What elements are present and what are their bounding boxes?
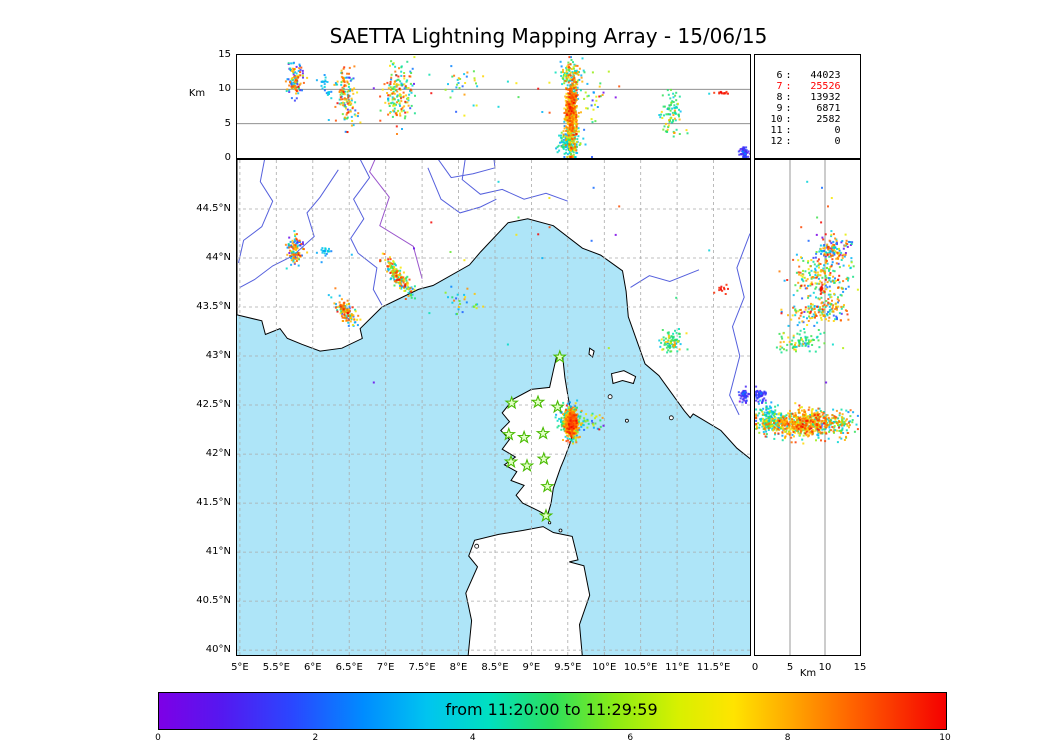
- stats-level: 12: [770, 135, 783, 147]
- stats-row: 8: 13932: [755, 92, 860, 103]
- stats-level: 7: [776, 80, 783, 92]
- lon-tick-label: 10.5°E: [623, 662, 658, 673]
- lat-tick-label: 41°N: [205, 546, 231, 558]
- alt-tick-label: 0: [224, 152, 231, 163]
- stats-count: 6871: [816, 102, 841, 114]
- stats-level: 11: [770, 124, 783, 136]
- stats-count: 2582: [816, 113, 841, 125]
- lon-tick-label: 11.5°E: [696, 662, 731, 673]
- stats-count: 44023: [810, 69, 841, 81]
- stats-row: 6: 44023: [755, 70, 860, 81]
- stats-count: 0: [834, 135, 841, 147]
- stats-colon: :: [785, 102, 792, 114]
- lon-tick-label: 9°E: [522, 662, 541, 673]
- map-panel: [235, 158, 751, 656]
- rivers-layer: [237, 159, 750, 415]
- lightning-points-map: [284, 180, 750, 444]
- station-marker: [503, 394, 519, 409]
- lat-tick-label: 44°N: [205, 252, 231, 264]
- stats-level: 6: [776, 69, 783, 81]
- stats-row: 10: 2582: [755, 114, 860, 125]
- altitude-longitude-panel: [235, 53, 751, 159]
- station-marker: [538, 507, 553, 522]
- altitude-axis-label-bottom: Km: [799, 668, 817, 679]
- stats-colon: :: [785, 80, 792, 92]
- stats-count: 25526: [810, 80, 841, 92]
- altitude-latitude-panel: [753, 158, 861, 656]
- lon-tick-label: 10°E: [592, 662, 617, 673]
- station-marker: [516, 429, 531, 444]
- lon-tick-label: 6°E: [303, 662, 322, 673]
- stats-count: 0: [834, 124, 841, 136]
- source-counts-panel: 6:44023 7:25526 8:13932 9:6871 10:2582 11:0 12…: [753, 53, 861, 159]
- colorbar-tick-label: 4: [469, 733, 476, 743]
- station-marker: [535, 425, 550, 440]
- alt-tick-label: 0: [751, 662, 759, 673]
- alt-tick-label: 5: [786, 662, 794, 673]
- stats-row: 11: 0: [755, 125, 860, 136]
- stats-colon: :: [785, 91, 792, 103]
- station-marker: [501, 426, 516, 441]
- stats-row: 7: 25526: [755, 81, 860, 92]
- lightning-points-alt-lat: [754, 180, 859, 444]
- alt-tick-label: 15: [218, 49, 231, 60]
- station-marker: [536, 450, 551, 465]
- lat-tick-label: 44.5°N: [196, 203, 231, 214]
- lat-tick-label: 42°N: [205, 448, 231, 460]
- lat-tick-label: 40°N: [205, 644, 231, 656]
- stats-level: 10: [770, 113, 783, 125]
- stats-colon: :: [785, 135, 792, 147]
- stats-colon: :: [785, 113, 792, 125]
- altitude-axis-label-left: Km: [188, 88, 206, 99]
- station-marker: [549, 398, 565, 413]
- station-markers: [501, 348, 567, 522]
- stats-colon: :: [785, 69, 792, 81]
- lat-tick-label: 42.5°N: [196, 399, 231, 411]
- alt-tick-label: 15: [853, 662, 867, 673]
- stats-level: 9: [776, 102, 783, 114]
- colorbar-label: from 11:20:00 to 11:29:59: [445, 700, 658, 719]
- lon-tick-label: 11°E: [665, 662, 690, 673]
- station-marker: [552, 348, 567, 363]
- colorbar-tick-label: 2: [312, 733, 319, 743]
- lon-tick-label: 8.5°E: [481, 662, 509, 673]
- colorbar-tick-label: 10: [939, 733, 951, 743]
- stats-colon: :: [785, 124, 792, 136]
- colorbar-tick-label: 8: [784, 733, 791, 743]
- station-marker: [530, 393, 545, 408]
- lon-tick-label: 6.5°E: [335, 662, 363, 673]
- alt-tick-label: 10: [818, 662, 832, 673]
- lat-tick-label: 40.5°N: [196, 595, 231, 607]
- lon-tick-label: 5.5°E: [262, 662, 290, 673]
- lightning-points-lon-alt: [284, 55, 750, 158]
- colorbar-tick-label: 6: [627, 733, 634, 743]
- figure-title: SAETTA Lightning Mapping Array - 15/06/1…: [329, 24, 768, 48]
- station-marker: [503, 453, 518, 468]
- station-marker: [539, 478, 555, 493]
- coastline-layer: [236, 159, 750, 655]
- stats-row: 12: 0: [755, 136, 860, 147]
- alt-tick-label: 10: [218, 83, 231, 95]
- station-marker: [519, 457, 534, 472]
- stats-count: 13932: [810, 91, 841, 103]
- lon-tick-label: 7°E: [376, 662, 395, 673]
- lon-tick-label: 7.5°E: [408, 662, 436, 673]
- lat-tick-label: 43.5°N: [196, 301, 231, 313]
- lat-tick-label: 41.5°N: [196, 497, 231, 509]
- lat-tick-label: 43°N: [205, 350, 231, 362]
- lon-tick-label: 8°E: [449, 662, 468, 673]
- stats-row: 9: 6871: [755, 103, 860, 114]
- alt-tick-label: 5: [224, 117, 231, 129]
- stats-level: 8: [776, 91, 783, 103]
- time-colorbar: [158, 692, 947, 730]
- colorbar-tick-label: 0: [155, 733, 161, 743]
- lon-tick-label: 9.5°E: [554, 662, 582, 673]
- lon-tick-label: 5°E: [231, 662, 249, 673]
